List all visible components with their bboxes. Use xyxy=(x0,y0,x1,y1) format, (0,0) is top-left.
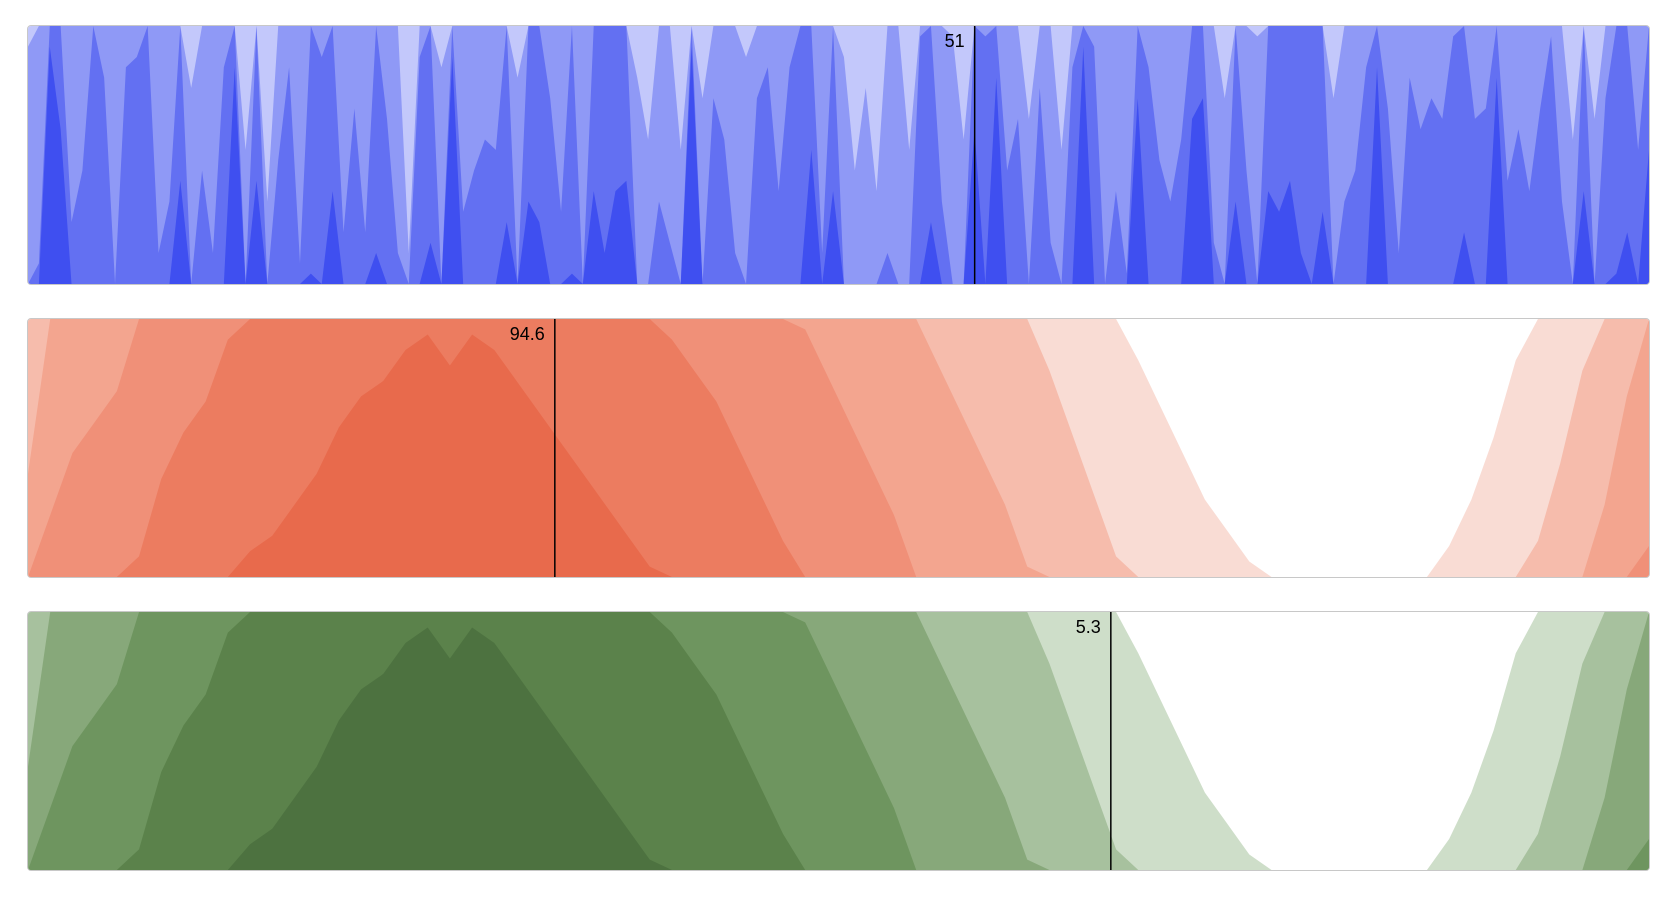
horizon-band-3 xyxy=(28,26,1649,284)
horizon-band-6 xyxy=(28,334,1649,577)
hover-value-label: 51 xyxy=(945,31,965,51)
hover-value-label: 94.6 xyxy=(510,324,545,344)
horizon-chart-panel-green[interactable]: 5.3 xyxy=(27,611,1650,871)
horizon-band-6 xyxy=(28,627,1649,870)
horizon-chart-panel-red[interactable]: 94.6 xyxy=(27,318,1650,578)
horizon-chart-svg-red: 94.6 xyxy=(28,319,1649,577)
horizon-chart-panel-blue[interactable]: 51 xyxy=(27,25,1650,285)
hover-value-label: 5.3 xyxy=(1076,617,1101,637)
horizon-chart-svg-green: 5.3 xyxy=(28,612,1649,870)
horizon-chart-svg-blue: 51 xyxy=(28,26,1649,284)
